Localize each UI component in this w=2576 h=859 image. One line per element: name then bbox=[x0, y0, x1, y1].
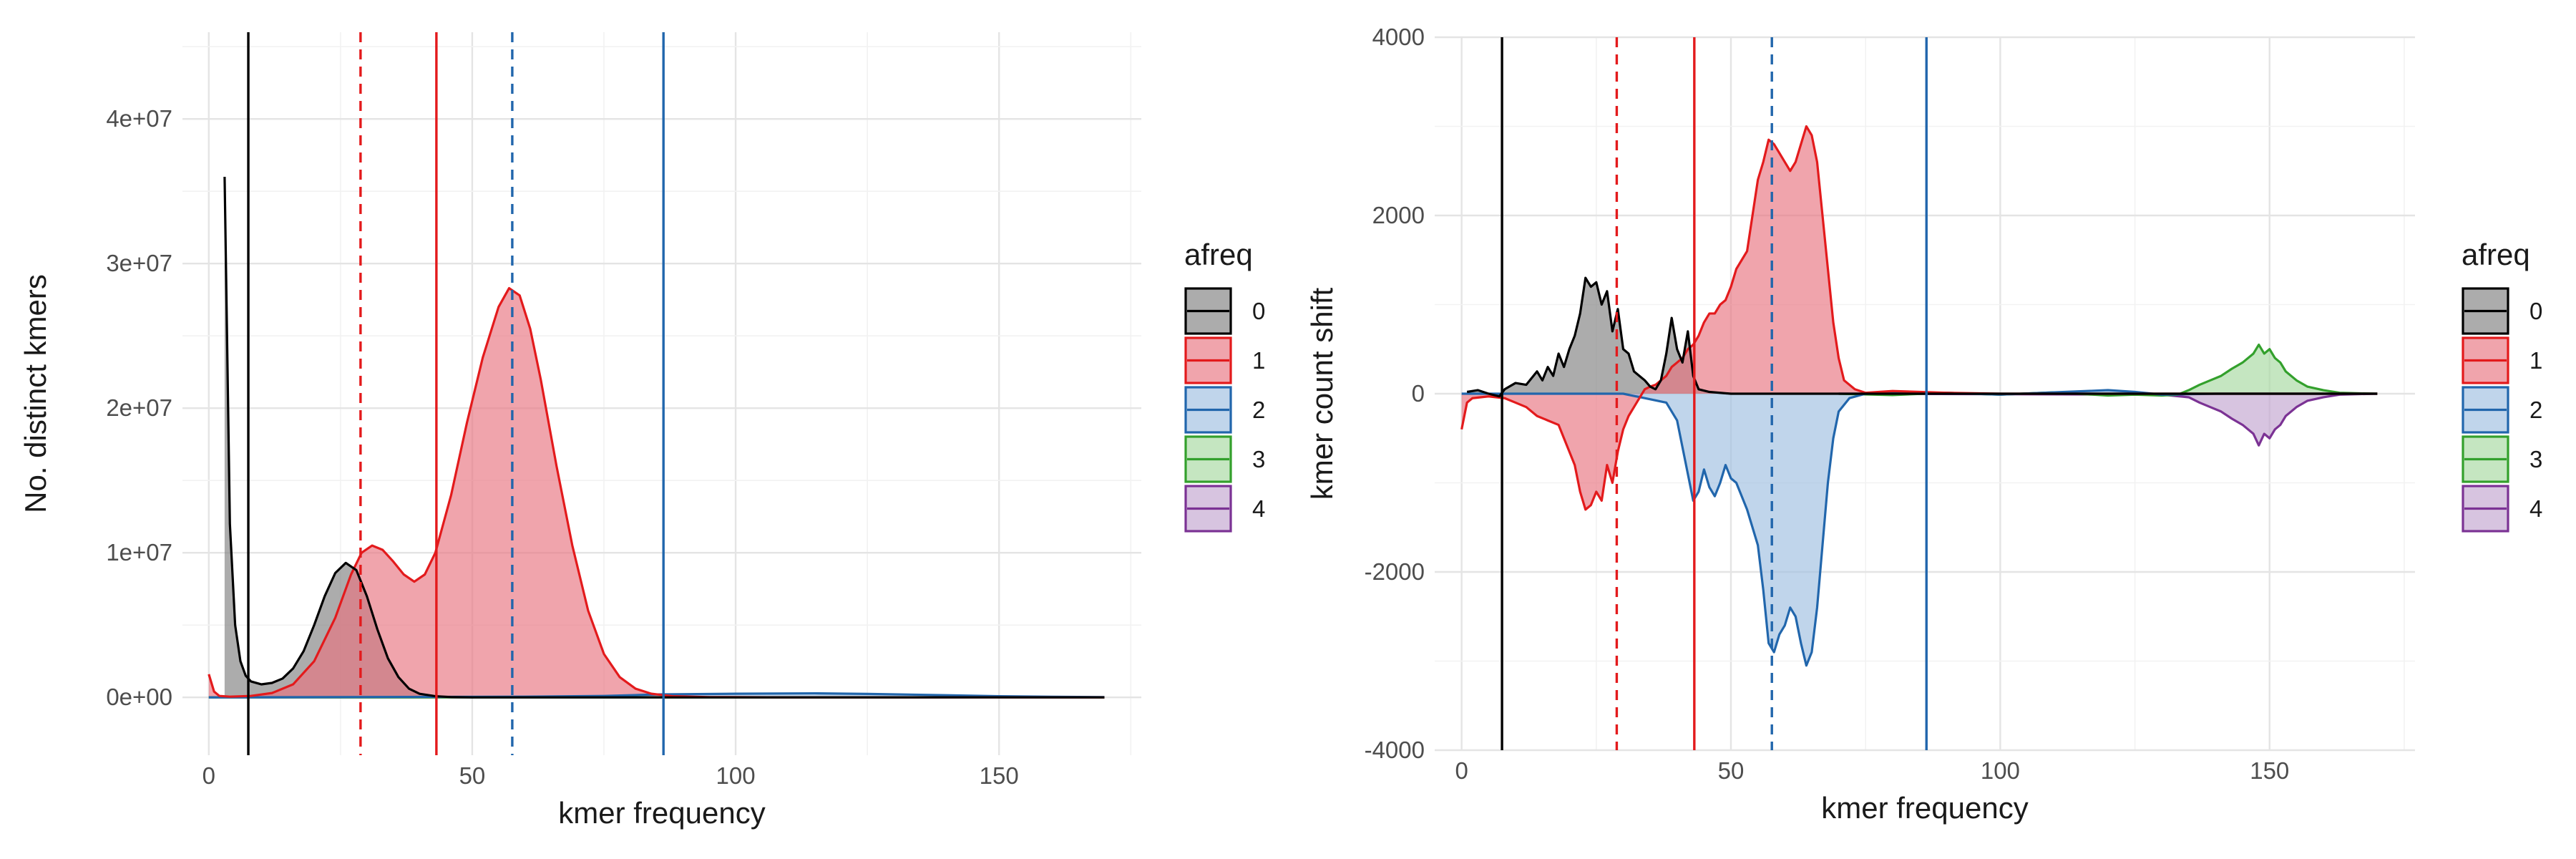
chart-1-x-tick-label: 0 bbox=[1455, 757, 1468, 784]
chart-0-area-afreq-1 bbox=[208, 288, 1105, 698]
chart-1-area-afreq-2 bbox=[1461, 390, 2378, 666]
chart-distinct-kmers: 0 50 100 150 0e+00 1e+07 2e+07 3e+07 4e+07 kmer f… bbox=[19, 32, 1265, 830]
chart-kmer-count-shift: 0 50 100 150 -4000 -2000 0 2000 4000 kmer frequen… bbox=[1305, 24, 2542, 825]
chart-1-area-afreq-4 bbox=[1838, 394, 2378, 446]
chart-1-area-afreq-0 bbox=[1467, 278, 2378, 397]
chart-0-y-axis-title: No. distinct kmers bbox=[19, 274, 52, 513]
chart-0-x-axis-title: kmer frequency bbox=[558, 796, 765, 830]
chart-0-legend-label-2: 2 bbox=[1252, 397, 1265, 423]
chart-1-y-tick-label: -2000 bbox=[1365, 558, 1425, 585]
chart-0-x-tick-label: 150 bbox=[980, 762, 1019, 789]
chart-1-legend-item-4: 4 bbox=[2462, 485, 2542, 533]
chart-1-x-tick-label: 100 bbox=[1981, 757, 2020, 784]
chart-0-y-tick-label: 1e+07 bbox=[106, 539, 172, 566]
chart-1-y-tick-label: 4000 bbox=[1372, 24, 1425, 50]
chart-0-grid bbox=[182, 32, 1141, 755]
chart-1-y-tick-label: -4000 bbox=[1365, 737, 1425, 763]
chart-0-legend-item-2: 2 bbox=[1184, 386, 1265, 434]
chart-0-legend-item-4: 4 bbox=[1184, 485, 1265, 533]
chart-1-x-tick-label: 50 bbox=[1718, 757, 1745, 784]
chart-0-line-afreq-1 bbox=[208, 286, 1105, 699]
chart-1-legend-item-1: 1 bbox=[2462, 336, 2542, 384]
chart-0-areas bbox=[208, 177, 1105, 698]
chart-1-y-tick-label: 2000 bbox=[1372, 202, 1425, 228]
chart-0-y-tick-label: 0e+00 bbox=[106, 684, 172, 710]
chart-1-legend-label-2: 2 bbox=[2529, 397, 2542, 423]
chart-1-line-afreq-1 bbox=[1460, 125, 2378, 511]
chart-0-reference-lines bbox=[247, 32, 665, 755]
chart-0-legend-label-1: 1 bbox=[1252, 347, 1265, 374]
chart-0-y-tick-label: 3e+07 bbox=[106, 250, 172, 276]
chart-0-legend-item-1: 1 bbox=[1184, 336, 1265, 384]
chart-1-legend-item-0: 0 bbox=[2462, 287, 2542, 335]
chart-0-lines bbox=[208, 176, 1105, 699]
chart-0-area-afreq-0 bbox=[224, 177, 1105, 698]
chart-1-legend-title: afreq bbox=[2462, 238, 2530, 271]
chart-1-x-tick-label: 150 bbox=[2250, 757, 2289, 784]
chart-0-legend-item-0: 0 bbox=[1184, 287, 1265, 335]
chart-0-legend-label-0: 0 bbox=[1252, 298, 1265, 324]
chart-0-legend-label-3: 3 bbox=[1252, 446, 1265, 472]
chart-0-y-tick-label: 2e+07 bbox=[106, 394, 172, 421]
chart-1-y-axis-title: kmer count shift bbox=[1305, 287, 1339, 500]
chart-1-tick-labels: 0 50 100 150 -4000 -2000 0 2000 4000 bbox=[1365, 24, 2290, 784]
chart-0-legend: afreq 0 1 2 3 4 bbox=[1184, 238, 1265, 533]
chart-1-legend: afreq 0 1 2 3 4 bbox=[2462, 238, 2542, 533]
chart-0-legend-title: afreq bbox=[1184, 238, 1253, 271]
chart-0-x-tick-label: 100 bbox=[716, 762, 756, 789]
chart-1-area-afreq-3 bbox=[1838, 344, 2378, 396]
chart-1-y-tick-label: 0 bbox=[1412, 380, 1425, 407]
chart-1-legend-item-2: 2 bbox=[2462, 386, 2542, 434]
chart-0-y-tick-label: 4e+07 bbox=[106, 105, 172, 132]
chart-0-x-tick-label: 0 bbox=[203, 762, 215, 789]
chart-1-legend-item-3: 3 bbox=[2462, 435, 2542, 483]
chart-0-line-afreq-0 bbox=[223, 176, 1105, 699]
chart-1-line-afreq-4 bbox=[1838, 392, 2378, 447]
chart-1-legend-label-0: 0 bbox=[2529, 298, 2542, 324]
chart-0-tick-labels: 0 50 100 150 0e+00 1e+07 2e+07 3e+07 4e+07 bbox=[106, 105, 1018, 789]
chart-0-legend-item-3: 3 bbox=[1184, 435, 1265, 483]
chart-1-legend-label-4: 4 bbox=[2529, 495, 2542, 522]
chart-0-x-tick-label: 50 bbox=[459, 762, 486, 789]
chart-1-x-axis-title: kmer frequency bbox=[1821, 791, 2028, 825]
chart-1-line-afreq-0 bbox=[1466, 276, 2378, 398]
chart-1-reference-lines bbox=[1501, 37, 1928, 750]
chart-1-areas bbox=[1461, 126, 2378, 666]
chart-1-legend-label-1: 1 bbox=[2529, 347, 2542, 374]
chart-1-legend-label-3: 3 bbox=[2529, 446, 2542, 472]
chart-0-legend-label-4: 4 bbox=[1252, 495, 1265, 522]
